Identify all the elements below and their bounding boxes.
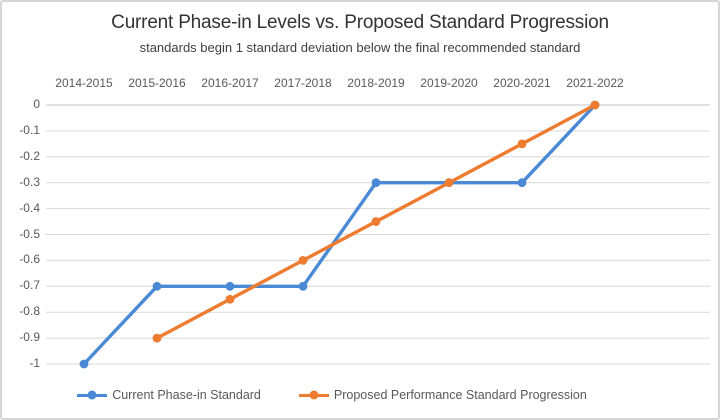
chart-subtitle: standards begin 1 standard deviation bel…: [139, 40, 581, 55]
x-axis-label: 2014-2015: [55, 76, 113, 90]
data-point-marker: [79, 359, 89, 369]
legend-item-proposed-progression: Proposed Performance Standard Progressio…: [298, 388, 587, 402]
blue-line-marker-icon: [77, 390, 108, 400]
legend-label: Proposed Performance Standard Progressio…: [333, 388, 587, 402]
y-axis-tick-label: -0.2: [19, 148, 40, 163]
data-point-marker: [371, 178, 381, 188]
x-axis-label: 2019-2020: [420, 76, 478, 90]
y-axis-tick-label: -0.9: [19, 330, 40, 345]
y-axis-tick-label: -1: [29, 356, 40, 370]
data-point-marker: [590, 100, 600, 110]
x-axis-label: 2020-2021: [493, 76, 551, 90]
y-axis-tick-label: -0.6: [19, 252, 40, 267]
y-axis-tick-label: -0.3: [19, 174, 40, 189]
y-axis-tick-label: -0.1: [19, 122, 40, 137]
data-point-marker: [517, 139, 527, 149]
data-point-marker: [225, 294, 235, 304]
chart-title: Current Phase-in Levels vs. Proposed Sta…: [111, 12, 609, 33]
y-axis-tick-label: -0.4: [19, 200, 40, 215]
y-axis-tick-label: -0.8: [19, 304, 40, 319]
legend-item-current-phase-in: Current Phase-in Standard: [77, 388, 261, 402]
data-point-marker: [152, 281, 162, 291]
y-axis-tick-label: 0: [33, 97, 40, 111]
series-line-0: [82, 103, 597, 366]
data-point-marker: [517, 178, 527, 188]
data-point-marker: [298, 281, 308, 291]
x-axis-label: 2021-2022: [566, 76, 624, 90]
data-point-marker: [371, 217, 381, 226]
legend-label: Current Phase-in Standard: [112, 388, 261, 402]
data-point-marker: [225, 281, 235, 291]
orange-line-marker-icon: [298, 390, 329, 400]
legend: Current Phase-in Standard Proposed Perfo…: [2, 384, 690, 406]
data-point-marker: [298, 256, 308, 265]
x-axis-label: 2018-2019: [347, 76, 405, 90]
y-axis-tick-label: -0.5: [19, 226, 40, 241]
x-axis-label: 2016-2017: [201, 76, 259, 90]
y-axis-tick-label: -0.7: [19, 278, 40, 293]
data-point-marker: [152, 333, 162, 343]
x-axis-label: 2017-2018: [274, 76, 332, 90]
x-axis-label: 2015-2016: [128, 76, 186, 90]
data-point-marker: [444, 178, 454, 188]
